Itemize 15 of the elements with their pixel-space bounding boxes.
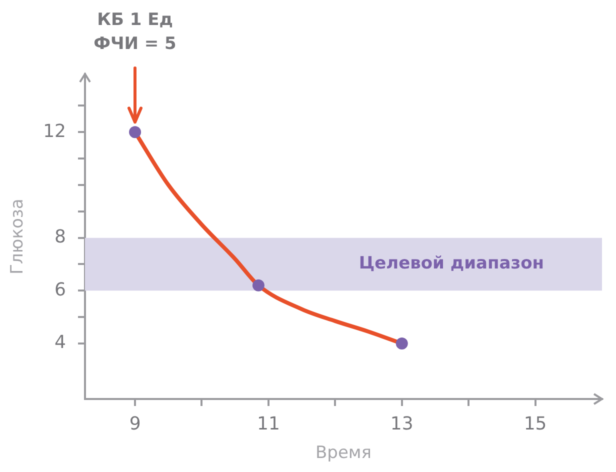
- point: [252, 279, 264, 292]
- y-tick-label: 6: [54, 279, 66, 300]
- y-axis-title: Глюкоза: [8, 198, 28, 274]
- x-tick-label: 13: [390, 413, 414, 434]
- point: [129, 126, 142, 138]
- band-label: Целевой диапазон: [358, 254, 544, 274]
- x-tick-label: 15: [524, 413, 547, 434]
- y-tick-label: 12: [43, 120, 66, 142]
- point: [396, 338, 408, 350]
- x-axis-title: Время: [316, 443, 372, 464]
- x-tick-label: 9: [129, 413, 141, 434]
- text: КБ 1 Ед ФЧИ = 5: [94, 10, 176, 54]
- y-tick-label: 8: [54, 226, 66, 248]
- x-tick-label: 11: [257, 413, 280, 434]
- y-tick-label: 4: [54, 332, 66, 354]
